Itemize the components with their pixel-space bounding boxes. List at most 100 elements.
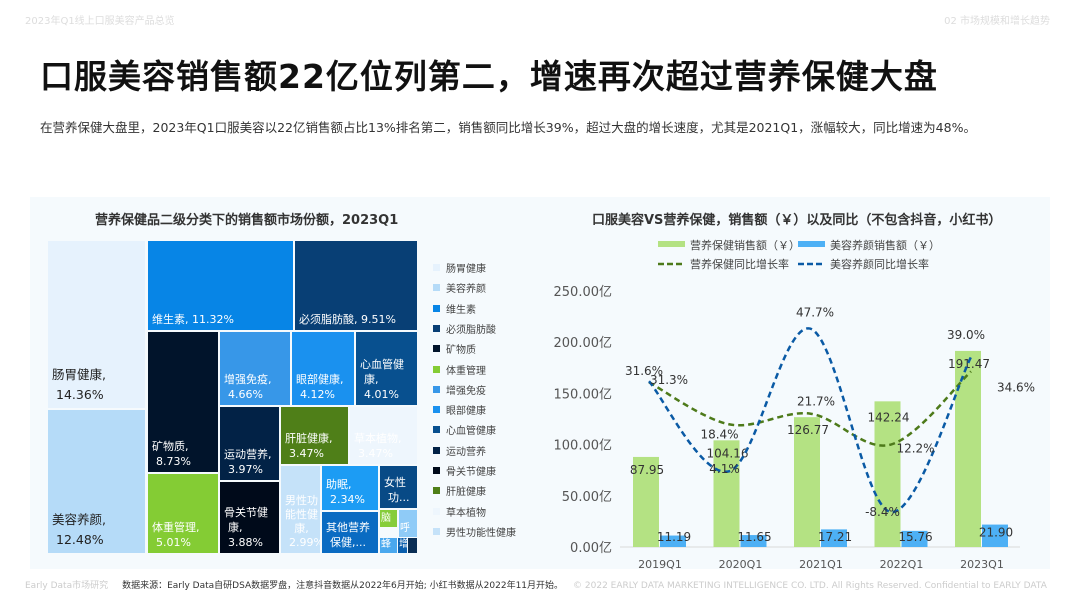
legend-label: 心血管健康	[446, 426, 496, 438]
x-tick-label: 2019Q1	[638, 558, 682, 571]
legend-swatch	[433, 406, 440, 414]
legend-label: 营养保健销售额（￥）	[690, 238, 800, 252]
bar	[660, 535, 686, 547]
treemap-tile: 呼	[399, 510, 417, 537]
tile-label: 肝脏健康,	[285, 432, 333, 445]
tile-label: 心血管健	[360, 358, 404, 371]
page-title: 口服美容销售额22亿位列第二，增速再次超过营养保健大盘	[40, 57, 938, 96]
treemap-tile: 眼部健康, 4.12%	[292, 332, 354, 405]
legend-label: 草本植物	[446, 507, 486, 519]
legend-label: 增强免疫	[446, 385, 486, 397]
y-tick-label: 50.00亿	[562, 490, 612, 505]
line-data-label: 31.6%	[625, 364, 663, 378]
line-data-label: 12.2%	[896, 442, 934, 456]
bar	[982, 524, 1008, 547]
treemap-tile: 助眠, 2.34%	[322, 466, 378, 510]
legend-swatch	[433, 365, 440, 373]
legend-swatch	[433, 487, 440, 495]
legend-item: 维生素	[433, 301, 476, 316]
bar-data-label: 17.21	[818, 530, 852, 544]
legend-item: 肝脏健康	[433, 483, 486, 498]
legend-item: 肠胃健康	[433, 260, 486, 275]
bar-data-label: 21.90	[979, 526, 1013, 540]
tile-label: 呼	[400, 523, 410, 534]
tile-label: 肠胃健康,	[52, 367, 106, 382]
legend-label: 眼部健康	[446, 406, 486, 418]
tile-label: 矿物质,	[152, 440, 189, 453]
tile-value: 14.36%	[56, 387, 104, 402]
tile-label: 增强免疫,	[224, 373, 272, 386]
tile-value: 2.34%	[330, 493, 365, 506]
header-section-title: 2023年Q1线上口服美容产品总览	[25, 16, 175, 27]
line-data-label: 31.3%	[650, 373, 688, 387]
legend-swatch	[433, 467, 440, 474]
legend-swatch	[433, 324, 440, 332]
tile-value: 8.73%	[156, 455, 191, 468]
legend-label: 肠胃健康	[446, 264, 486, 275]
growth-line	[648, 370, 972, 447]
tile-value: 4.12%	[300, 388, 335, 401]
footer-brand: Early Data市场研究	[25, 581, 109, 591]
x-tick-label: 2020Q1	[719, 558, 763, 571]
line-data-label: 18.4%	[700, 427, 738, 441]
x-tick-label: 2022Q1	[880, 558, 924, 571]
legend-label: 营养保健同比增长率	[690, 257, 789, 271]
legend-item: 草本植物	[433, 504, 486, 519]
tile-value: 功...	[388, 491, 410, 504]
bar	[713, 440, 740, 547]
treemap-tile: 男性功能性健康,2.99%	[281, 466, 320, 553]
legend-swatch	[433, 507, 440, 515]
bar	[955, 350, 981, 547]
tile-value: 康, 4.01%	[364, 373, 399, 401]
tile-value: 4.66%	[228, 388, 263, 401]
x-tick-label: 2023Q1	[960, 558, 1004, 571]
legend-label: 美容养颜销售额（￥）	[830, 238, 940, 252]
treemap-tile: 心血管健康, 4.01%	[356, 332, 417, 405]
treemap-tile: 必须脂肪酸, 9.51%	[295, 241, 417, 330]
legend-item: 体重管理	[433, 362, 486, 377]
tile-label: 助眠,	[326, 478, 352, 491]
treemap-tile: 肠胃健康, 14.36%	[48, 241, 145, 408]
tile-value: 3.47%	[358, 447, 393, 460]
legend-item: 眼部健康	[433, 402, 486, 417]
tile-label: 草本植物,	[354, 432, 402, 445]
legend-swatch	[658, 241, 685, 247]
legend-label: 体重管理	[446, 365, 486, 377]
tile-label: 眼部健康,	[296, 373, 344, 386]
tile-value: 5.01%	[156, 536, 191, 549]
tile-value: 3.47%	[289, 447, 324, 460]
bar-data-label: 191.47	[948, 357, 990, 371]
bar	[821, 529, 847, 547]
treemap-tile: 美容养颜, 12.48%	[48, 410, 145, 553]
line-data-label: 21.7%	[797, 395, 835, 409]
treemap-tile: 运动营养, 3.97%	[220, 407, 279, 480]
legend-swatch	[433, 284, 440, 292]
y-tick-label: 100.00亿	[554, 439, 613, 454]
legend-swatch	[433, 446, 440, 454]
line-data-label: 47.7%	[796, 306, 834, 320]
treemap-tile: 增	[398, 538, 407, 553]
y-tick-label: 150.00亿	[554, 387, 613, 402]
footer-copyright: © 2022 EARLY DATA MARKETING INTELLIGENCE…	[573, 581, 1047, 591]
tile-label: 女性	[384, 476, 406, 489]
growth-line	[648, 327, 973, 514]
treemap-title: 营养保健品二级分类下的销售额市场份额，2023Q1	[95, 213, 399, 228]
legend-label: 肝脏健康	[446, 487, 486, 499]
legend-swatch	[433, 426, 440, 434]
bar	[874, 401, 901, 547]
line-data-label: 4.1%	[709, 462, 740, 476]
legend-item: 美容养颜	[433, 280, 486, 295]
tile-label: 维生素, 11.32%	[152, 313, 234, 326]
legend-item: 增强免疫	[433, 382, 486, 397]
bar-data-label: 142.24	[868, 410, 910, 424]
tile-label: 必须脂肪酸, 9.51%	[299, 313, 396, 326]
bar-data-label: 87.95	[630, 463, 664, 477]
tile-value: 12.48%	[56, 532, 104, 547]
treemap-tile: 其他营养 保健,...	[322, 512, 378, 553]
treemap-tile	[408, 538, 417, 553]
bar	[794, 417, 820, 547]
treemap-tile: 增强免疫, 4.66%	[220, 332, 290, 405]
header-chapter: 02 市场规模和增长趋势	[944, 16, 1050, 27]
bar-data-label: 104.16	[707, 446, 749, 460]
y-tick-label: 0.00亿	[570, 541, 612, 556]
